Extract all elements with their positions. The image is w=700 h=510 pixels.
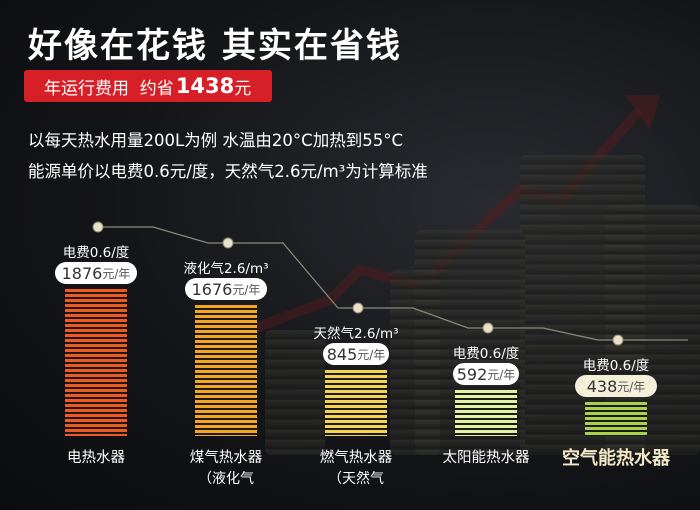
banner-amount: 1438: [175, 74, 235, 98]
value-number: 592: [456, 364, 488, 384]
value-label: 845 元/年: [323, 343, 389, 365]
price-label: 电费0.6/度: [452, 346, 520, 362]
bar: [195, 305, 257, 436]
bar: [455, 390, 517, 436]
value-number: 1676: [191, 279, 233, 299]
category-label: 太阳能热水器: [442, 450, 530, 466]
value-label: 1676 元/年: [185, 278, 267, 300]
coin-stack-decoration: [265, 330, 325, 455]
bar: [585, 402, 647, 436]
category-label: 电热水器: [67, 450, 125, 466]
value-unit: 元/年: [357, 347, 386, 362]
value-number: 1876: [61, 263, 103, 283]
value-unit: 元/年: [102, 266, 131, 281]
price-label: 电费0.6/度: [62, 245, 130, 261]
value-number: 845: [326, 344, 358, 364]
value-unit: 元/年: [487, 367, 516, 382]
category-sublabel: （液化气: [198, 471, 254, 487]
banner-prefix: 年运行费用 约省: [44, 78, 174, 99]
intro-line-1: 以每天热水用量200L为例 水温由20°C加热到55°C: [28, 131, 403, 150]
savings-banner: 年运行费用 约省 1438 元: [24, 70, 272, 102]
category-sublabel: （天然气: [328, 471, 384, 487]
value-label: 1876 元/年: [55, 262, 137, 284]
value-label: 438 元/年: [575, 375, 657, 397]
category-label: 空气能热水器: [562, 448, 670, 469]
price-label: 液化气2.6/m³: [183, 261, 269, 277]
page-title: 好像在花钱 其实在省钱: [28, 26, 402, 66]
price-label: 天然气2.6/m³: [313, 326, 399, 342]
bar: [325, 370, 387, 436]
value-label: 592 元/年: [453, 363, 519, 385]
bar: [65, 289, 127, 436]
category-label: 煤气热水器: [189, 450, 263, 466]
banner-suffix: 元: [234, 78, 252, 99]
value-unit: 元/年: [617, 379, 646, 394]
price-label: 电费0.6/度: [582, 358, 650, 374]
intro-line-2: 能源单价以电费0.6元/度，天然气2.6元/m³为计算标准: [28, 162, 428, 181]
value-unit: 元/年: [232, 282, 261, 297]
coin-stack-decoration: [390, 270, 440, 455]
category-label: 燃气热水器: [319, 450, 393, 466]
value-number: 438: [586, 376, 618, 396]
